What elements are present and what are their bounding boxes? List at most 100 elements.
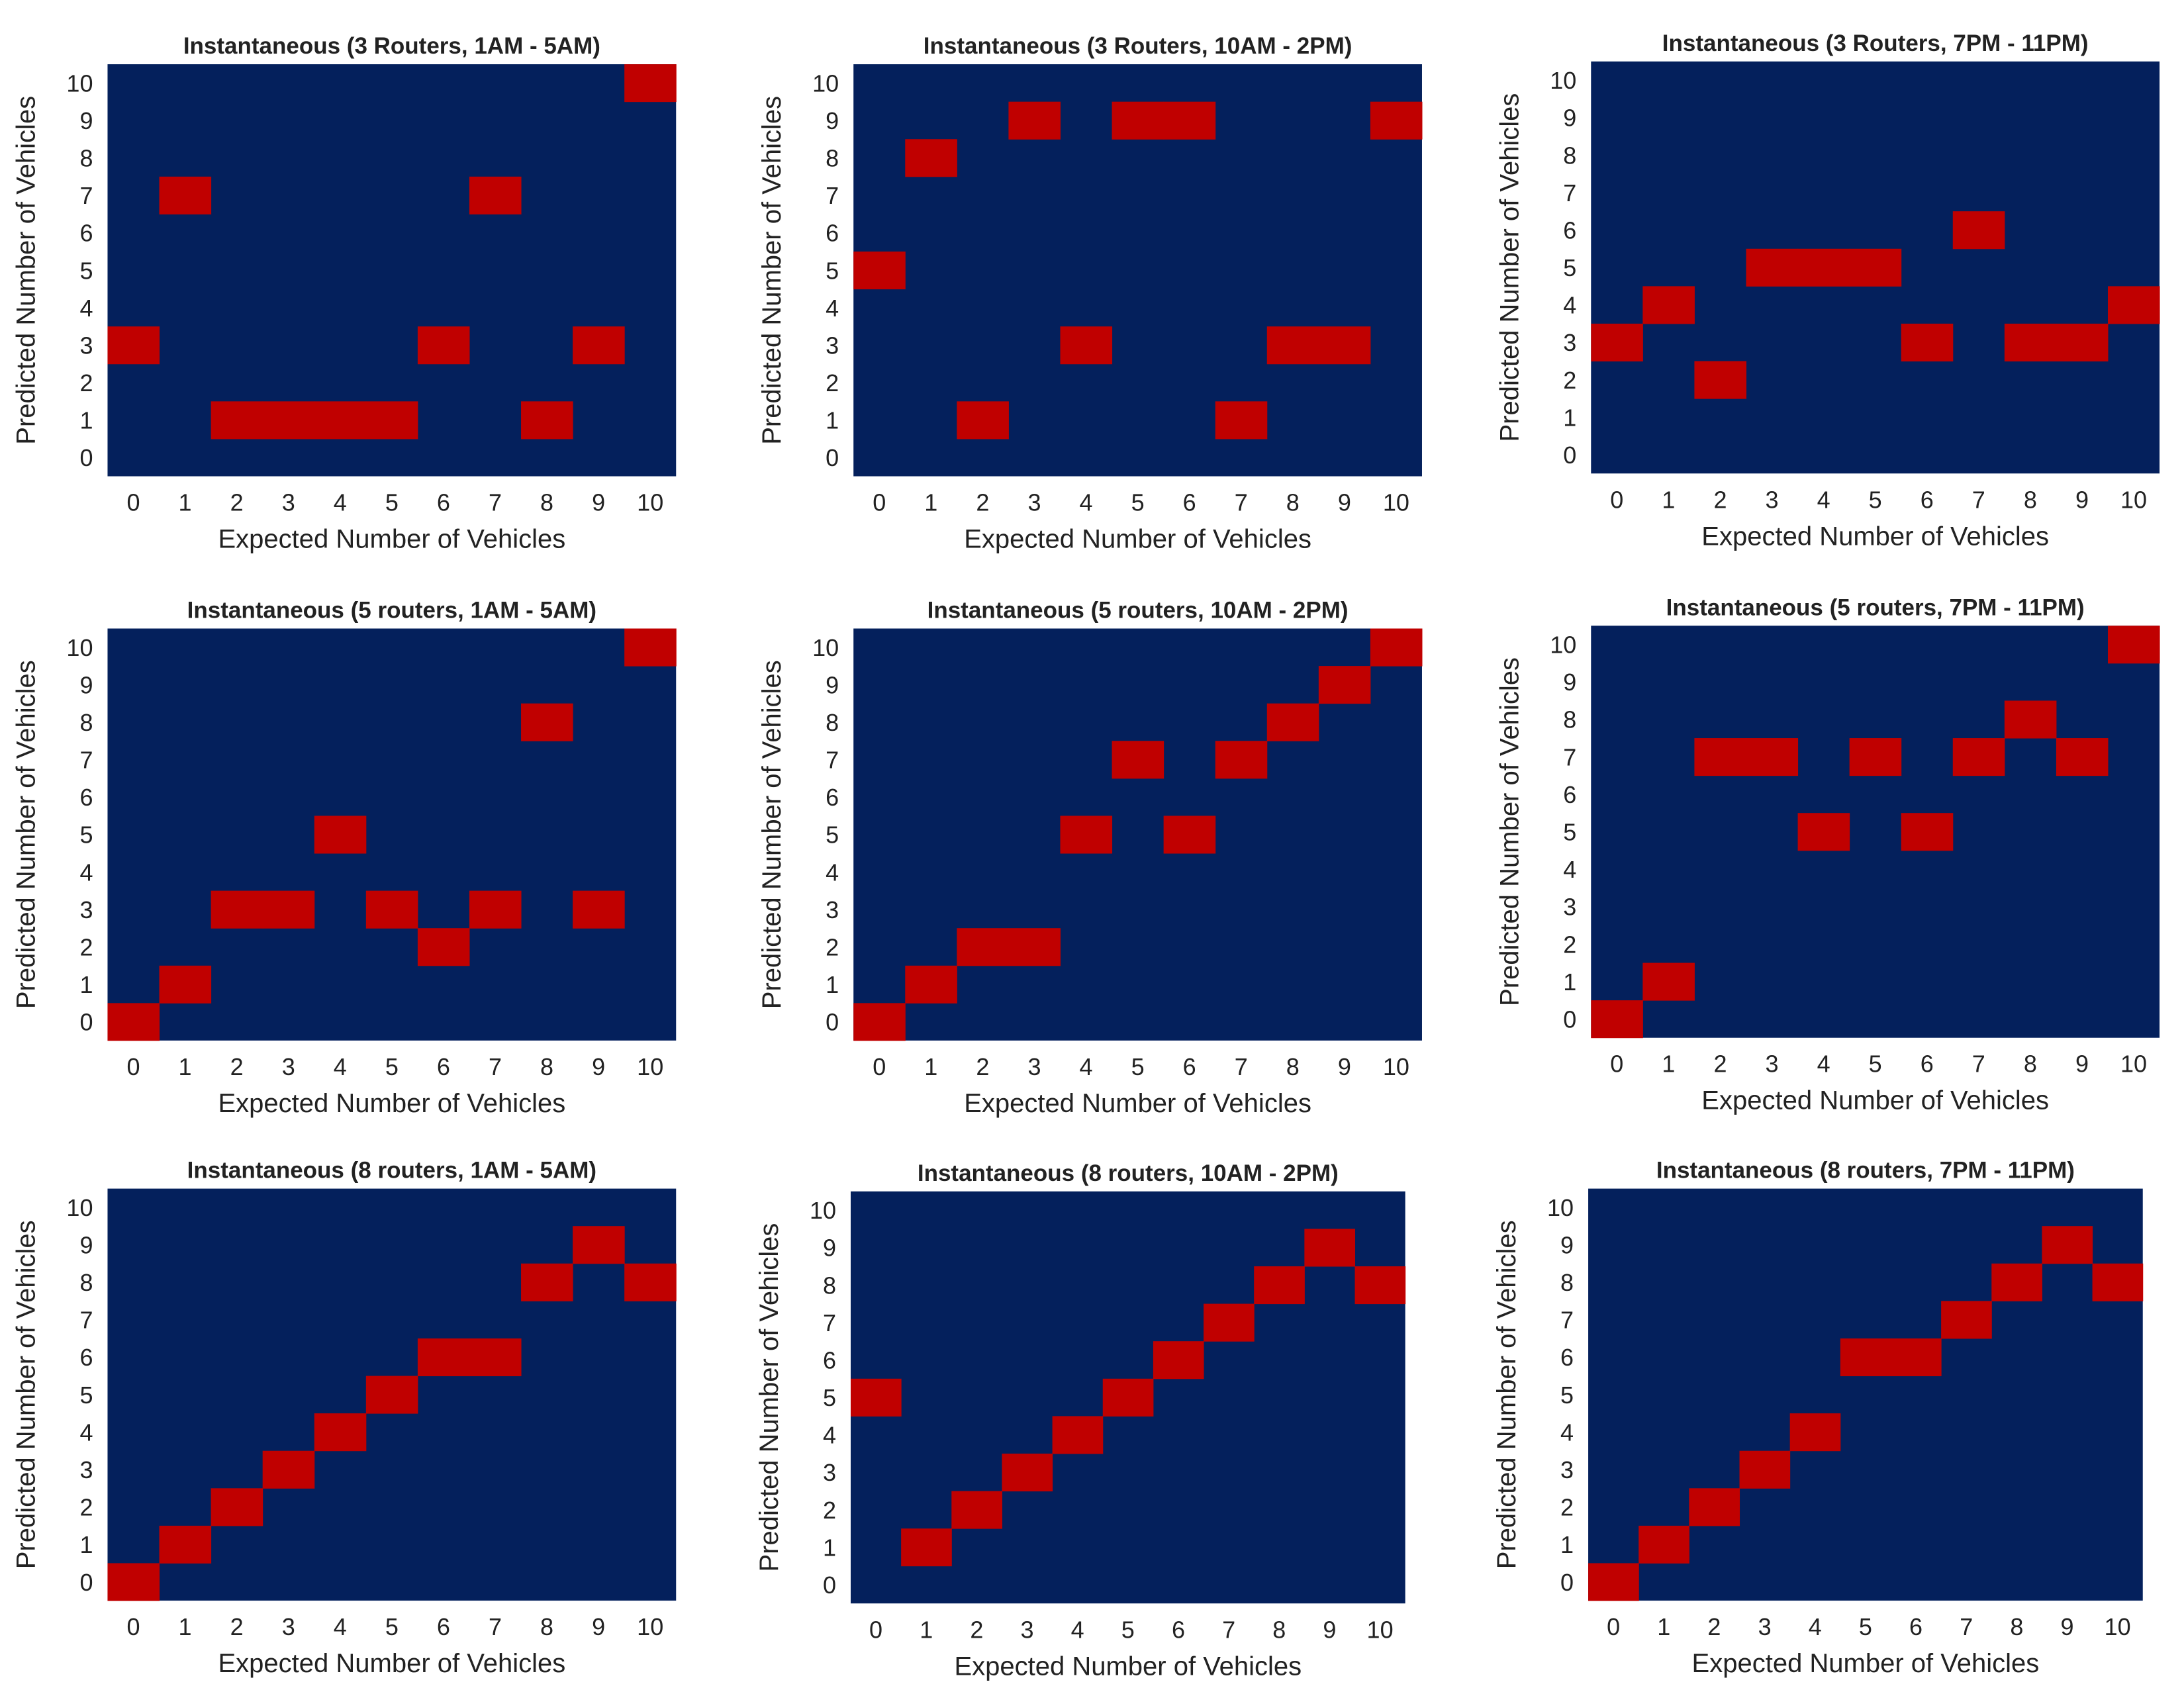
heatmap-cell <box>573 890 625 929</box>
y-tick-label: 2 <box>1560 1494 1574 1521</box>
y-tick-label: 1 <box>1560 1531 1574 1558</box>
y-tick-label: 10 <box>1547 1194 1574 1221</box>
heatmap-cell <box>901 1528 952 1567</box>
y-tick-label: 9 <box>826 671 839 698</box>
x-axis-label: Expected Number of Vehicles <box>964 525 1311 554</box>
heatmap-cell <box>1370 628 1423 667</box>
y-tick-label: 2 <box>1563 367 1576 394</box>
y-tick-label: 10 <box>66 1194 93 1221</box>
y-tick-label: 5 <box>79 1381 93 1409</box>
x-tick-label: 7 <box>489 489 502 516</box>
x-tick-label: 0 <box>873 489 886 516</box>
y-tick-label: 6 <box>1563 781 1576 808</box>
x-tick-label: 8 <box>1286 489 1300 516</box>
y-tick-label: 1 <box>826 407 839 434</box>
heatmap-cell <box>469 890 522 929</box>
x-tick-label: 2 <box>1707 1613 1721 1640</box>
heatmap-cell <box>624 1263 677 1301</box>
x-axis-label: Expected Number of Vehicles <box>218 1089 565 1118</box>
x-tick-label: 0 <box>1610 486 1623 513</box>
heatmap-panel-1: Instantaneous (3 Routers, 1AM - 5AM) 0 1 2 3… <box>11 33 677 554</box>
heatmap-cell <box>1642 962 1695 1001</box>
heatmap-cell <box>1318 326 1371 365</box>
heatmap-cell <box>2004 323 2057 362</box>
y-tick-label: 3 <box>79 1456 93 1483</box>
x-tick-label: 8 <box>2024 486 2037 513</box>
y-tick-label: 7 <box>1560 1307 1574 1334</box>
x-tick-label: 9 <box>2075 1051 2089 1078</box>
y-tick-label: 10 <box>1550 632 1576 659</box>
x-tick-label: 3 <box>1027 489 1041 516</box>
heatmap-cell <box>853 1003 906 1041</box>
x-tick-label: 9 <box>2075 486 2089 513</box>
y-tick-label: 9 <box>1563 669 1576 696</box>
y-tick-label: 10 <box>1550 67 1576 94</box>
x-tick-label: 4 <box>1080 489 1093 516</box>
y-tick-label: 0 <box>823 1571 836 1599</box>
heatmap-cell <box>624 628 677 667</box>
y-tick-label: 9 <box>1563 105 1576 132</box>
x-tick-label: 6 <box>1921 1051 1934 1078</box>
x-tick-label: 5 <box>1131 1053 1145 1080</box>
x-tick-label: 0 <box>126 489 140 516</box>
y-tick-label: 4 <box>79 295 93 322</box>
y-tick-label: 8 <box>823 1272 836 1299</box>
heatmap-cell <box>107 1003 160 1041</box>
y-axis-label: Predicted Number of Vehicles <box>757 96 786 445</box>
y-tick-label: 5 <box>79 257 93 284</box>
heatmap-cell <box>1797 813 1850 851</box>
y-tick-label: 2 <box>79 933 93 960</box>
y-tick-label: 8 <box>79 709 93 736</box>
y-tick-label: 2 <box>823 1497 836 1524</box>
x-tick-label: 0 <box>873 1053 886 1080</box>
x-tick-label: 10 <box>2120 1051 2147 1078</box>
y-tick-label: 7 <box>79 182 93 209</box>
heatmap-cell <box>905 965 957 1004</box>
y-tick-label: 7 <box>1563 179 1576 207</box>
x-tick-label: 1 <box>924 489 937 516</box>
y-tick-label: 1 <box>79 971 93 998</box>
x-tick-label: 7 <box>1222 1616 1235 1643</box>
heatmap-cell <box>1304 1229 1356 1267</box>
y-tick-label: 0 <box>826 1009 839 1036</box>
x-tick-label: 6 <box>437 489 450 516</box>
y-tick-label: 8 <box>1563 706 1576 733</box>
heatmap-cell <box>365 1376 418 1414</box>
heatmap-cell <box>1266 326 1319 365</box>
x-tick-label: 1 <box>1662 486 1675 513</box>
y-tick-label: 7 <box>1563 743 1576 771</box>
heatmap-panel-3: Instantaneous (3 Routers, 7PM - 11PM) 0 1 2… <box>1495 30 2160 551</box>
heatmap-cell <box>1163 816 1216 854</box>
y-tick-label: 6 <box>826 220 839 247</box>
heatmap-panel-4: Instantaneous (5 routers, 1AM - 5AM) 0 1 2 3… <box>11 598 677 1118</box>
heatmap-cell <box>211 890 263 929</box>
heatmap-panel-5: Instantaneous (5 routers, 10AM - 2PM) 0 1 2… <box>757 598 1423 1118</box>
x-tick-label: 5 <box>1859 1613 1872 1640</box>
y-tick-label: 3 <box>79 896 93 923</box>
heatmap-cell <box>1102 1378 1154 1417</box>
y-axis-label: Predicted Number of Vehicles <box>1492 1220 1521 1569</box>
x-tick-label: 8 <box>540 1053 553 1080</box>
y-tick-label: 10 <box>812 634 839 661</box>
x-tick-label: 10 <box>1367 1616 1394 1643</box>
y-tick-label: 5 <box>826 821 839 849</box>
heatmap-cell <box>1008 928 1061 966</box>
x-tick-label: 2 <box>230 1613 244 1640</box>
heatmap-cell <box>521 1263 573 1301</box>
x-tick-label: 10 <box>2120 486 2147 513</box>
y-tick-label: 3 <box>1560 1456 1574 1483</box>
x-tick-label: 2 <box>1713 1051 1727 1078</box>
heatmap-cell <box>1849 738 1902 776</box>
heatmap-cell <box>417 928 470 966</box>
x-tick-label: 7 <box>489 1613 502 1640</box>
heatmap-cell <box>417 326 470 365</box>
x-axis-label: Expected Number of Vehicles <box>218 1649 565 1678</box>
heatmap-cell <box>2056 738 2109 776</box>
y-tick-label: 0 <box>1563 1006 1576 1033</box>
heatmap-cell <box>1215 401 1268 440</box>
heatmap-cell <box>853 251 906 290</box>
panel-title: Instantaneous (5 routers, 1AM - 5AM) <box>187 598 596 624</box>
y-tick-label: 10 <box>66 70 93 97</box>
x-tick-label: 6 <box>437 1613 450 1640</box>
